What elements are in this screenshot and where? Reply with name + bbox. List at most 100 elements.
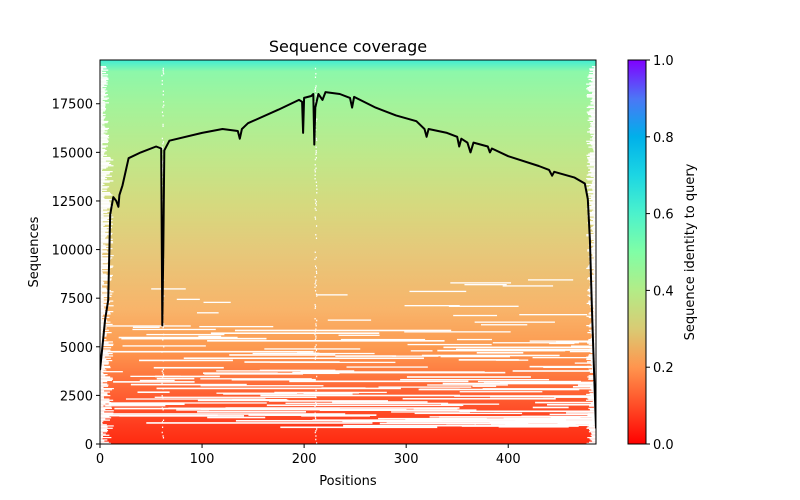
- gap-dot: [314, 286, 316, 289]
- gap-segment: [590, 144, 596, 146]
- gap-segment: [100, 383, 108, 385]
- gap-segment: [100, 431, 108, 433]
- gap-dot: [315, 325, 317, 327]
- gap-segment: [210, 332, 380, 334]
- gap-segment: [100, 270, 111, 272]
- gap-segment: [591, 181, 596, 183]
- gap-segment: [100, 246, 107, 249]
- gap-segment: [589, 130, 596, 132]
- gap-segment: [586, 187, 596, 189]
- gap-segment: [589, 286, 596, 288]
- gap-segment: [100, 342, 109, 344]
- gap-segment: [100, 322, 104, 324]
- colorbar: 0.0 0.2 0.4 0.6 0.8 1.0 Sequence identity to …: [627, 54, 698, 453]
- gap-segment: [100, 418, 106, 420]
- gap-segment: [100, 115, 103, 117]
- gap-segment: [100, 304, 109, 306]
- gap-segment: [207, 340, 445, 342]
- gap-segment: [100, 123, 105, 125]
- gap-segment: [588, 201, 596, 203]
- gap-segment: [592, 229, 596, 231]
- gap-dot: [315, 120, 317, 122]
- gap-segment: [100, 208, 108, 210]
- gap-segment: [100, 229, 109, 231]
- gap-dot: [314, 333, 316, 336]
- gap-segment: [100, 148, 106, 151]
- gap-segment: [100, 143, 103, 145]
- gap-segment: [588, 375, 596, 377]
- gap-segment: [100, 195, 105, 197]
- gap-segment: [379, 422, 529, 425]
- gap-segment: [100, 255, 114, 257]
- gap-segment: [100, 111, 104, 113]
- gap-segment: [100, 109, 106, 111]
- gap-segment: [591, 433, 596, 435]
- y-tick-label: 7500: [60, 292, 93, 307]
- gap-segment: [146, 422, 373, 424]
- gap-segment: [409, 290, 467, 293]
- gap-segment: [592, 253, 596, 256]
- gap-segment: [591, 125, 596, 127]
- gap-segment: [589, 221, 596, 223]
- gap-segment: [589, 371, 596, 373]
- gap-segment: [588, 117, 596, 119]
- gap-segment: [100, 218, 108, 221]
- gap-segment: [589, 237, 596, 239]
- gap-segment: [593, 314, 596, 316]
- gap-segment: [591, 432, 596, 434]
- gap-segment: [316, 294, 348, 296]
- gap-segment: [547, 403, 596, 406]
- gap-segment: [591, 210, 596, 212]
- gap-segment: [100, 412, 114, 414]
- gap-segment: [591, 116, 596, 118]
- gap-segment: [592, 440, 596, 442]
- gap-segment: [100, 164, 112, 166]
- gap-segment: [572, 385, 596, 388]
- gap-segment: [588, 390, 596, 392]
- gap-segment: [591, 204, 596, 207]
- gap-segment: [100, 309, 105, 312]
- gap-dot: [316, 428, 318, 430]
- gap-segment: [100, 372, 104, 375]
- gap-segment: [100, 202, 111, 204]
- gap-segment: [100, 300, 114, 302]
- gap-segment: [587, 426, 596, 428]
- gap-segment: [100, 75, 103, 77]
- gap-segment: [592, 145, 596, 147]
- gap-segment: [593, 224, 596, 226]
- gap-segment: [592, 147, 596, 149]
- gap-dot: [316, 272, 318, 275]
- gap-segment: [100, 370, 104, 372]
- gap-segment: [100, 355, 114, 357]
- gap-dot: [315, 225, 318, 227]
- gap-segment: [100, 325, 191, 327]
- gap-segment: [587, 113, 596, 116]
- gap-segment: [589, 306, 596, 308]
- gap-segment: [591, 258, 596, 260]
- gap-segment: [532, 356, 596, 359]
- gap-segment: [593, 280, 596, 282]
- gap-segment: [590, 185, 596, 187]
- gap-segment: [100, 222, 110, 224]
- gap-segment: [587, 112, 596, 114]
- gap-segment: [100, 262, 108, 264]
- gap-segment: [427, 384, 508, 386]
- gap-segment: [100, 438, 103, 440]
- gap-segment: [586, 96, 596, 98]
- gap-dot: [316, 118, 318, 121]
- x-tick-label: 300: [394, 452, 419, 467]
- gap-segment: [100, 134, 110, 137]
- gap-segment: [588, 127, 596, 130]
- gap-segment: [593, 239, 596, 242]
- gap-segment: [588, 194, 596, 196]
- gap-segment: [100, 391, 110, 393]
- gap-segment: [586, 325, 596, 327]
- gap-segment: [244, 361, 340, 363]
- x-tick-label: 200: [292, 452, 317, 467]
- gap-segment: [591, 137, 596, 139]
- gap-dot: [315, 85, 317, 87]
- gap-segment: [100, 312, 111, 314]
- gap-dot: [314, 379, 316, 381]
- gap-dot: [163, 333, 165, 336]
- gap-segment: [556, 341, 596, 343]
